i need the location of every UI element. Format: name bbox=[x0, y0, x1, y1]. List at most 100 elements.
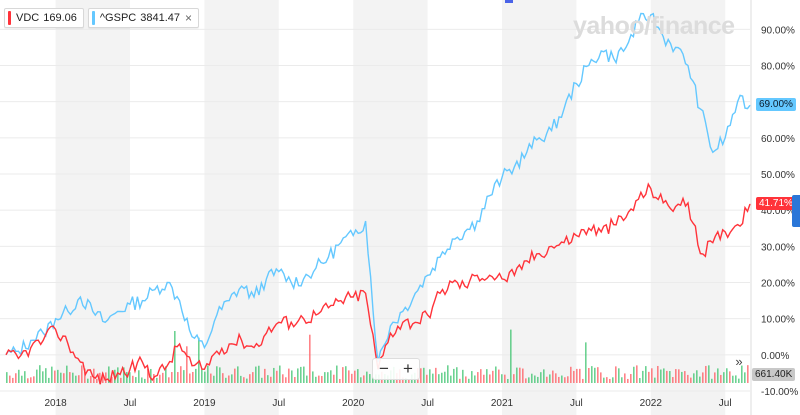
volume-bar bbox=[309, 334, 311, 383]
volume-bar bbox=[195, 368, 197, 383]
volume-bar bbox=[102, 372, 104, 383]
legend-symbol: ^GSPC bbox=[99, 12, 137, 24]
volume-bar bbox=[87, 378, 89, 383]
legend-chip-gspc[interactable]: ^GSPC 3841.47 × bbox=[87, 8, 200, 28]
y-tick-label: 80.00% bbox=[761, 61, 795, 72]
volume-bar bbox=[297, 368, 299, 383]
volume-bar bbox=[693, 373, 695, 383]
y-tick-label: 30.00% bbox=[761, 242, 795, 253]
volume-bar bbox=[93, 368, 95, 383]
volume-bar bbox=[366, 371, 368, 383]
volume-bar bbox=[168, 377, 170, 383]
volume-bar bbox=[57, 369, 59, 383]
volume-bar bbox=[720, 374, 722, 383]
volume-bar bbox=[90, 375, 92, 383]
y-tick-label: 0.00% bbox=[761, 351, 789, 362]
volume-bar bbox=[450, 375, 452, 383]
volume-bar bbox=[333, 374, 335, 383]
volume-bar bbox=[588, 367, 590, 383]
volume-bar bbox=[477, 372, 479, 383]
volume-bar bbox=[630, 374, 632, 383]
volume-bar bbox=[201, 369, 203, 383]
volume-bar bbox=[189, 373, 191, 383]
x-tick-label: 2020 bbox=[342, 398, 365, 409]
volume-bar bbox=[432, 373, 434, 383]
x-tick-label: 2019 bbox=[193, 398, 216, 409]
volume-bar bbox=[276, 370, 278, 383]
y-tick-label: 40.00% bbox=[761, 206, 795, 217]
volume-bar bbox=[285, 377, 287, 383]
volume-bar bbox=[63, 373, 65, 383]
volume-bar bbox=[522, 368, 524, 383]
volume-bar bbox=[120, 377, 122, 383]
zoom-out-button[interactable]: − bbox=[379, 359, 389, 378]
volume-bar bbox=[492, 370, 494, 383]
volume-bar bbox=[156, 377, 158, 383]
volume-bar bbox=[474, 375, 476, 383]
panel-handle[interactable] bbox=[792, 195, 800, 227]
volume-bar bbox=[96, 378, 98, 383]
volume-bar bbox=[666, 370, 668, 383]
volume-bar bbox=[351, 373, 353, 383]
volume-bar bbox=[555, 373, 557, 383]
volume-bar bbox=[246, 378, 248, 383]
volume-bar bbox=[642, 370, 644, 383]
volume-bar bbox=[192, 371, 194, 383]
volume-bar bbox=[81, 365, 83, 383]
volume-bar bbox=[429, 369, 431, 383]
volume-bar bbox=[486, 369, 488, 383]
volume-bar bbox=[315, 376, 317, 383]
volume-bar bbox=[354, 370, 356, 383]
volume-bar bbox=[513, 374, 515, 383]
volume-bar bbox=[675, 369, 677, 383]
volume-bar bbox=[363, 375, 365, 383]
volume-bar bbox=[255, 366, 257, 383]
volume-bar bbox=[726, 368, 728, 383]
volume-bar bbox=[495, 366, 497, 383]
close-icon[interactable]: × bbox=[185, 11, 193, 25]
volume-bar bbox=[249, 374, 251, 383]
x-tick-label: 2018 bbox=[44, 398, 67, 409]
volume-bar bbox=[303, 366, 305, 383]
legend-chip-vdc[interactable]: VDC 169.06 bbox=[4, 8, 84, 28]
expand-icon[interactable]: » bbox=[735, 354, 743, 369]
volume-bar bbox=[18, 369, 20, 383]
volume-bar bbox=[132, 375, 134, 383]
volume-bar bbox=[30, 377, 32, 383]
volume-bar bbox=[441, 372, 443, 383]
volume-bar bbox=[552, 370, 554, 383]
volume-bar bbox=[558, 376, 560, 383]
volume-bar bbox=[327, 372, 329, 383]
zoom-in-button[interactable]: + bbox=[403, 359, 413, 378]
volume-bar bbox=[435, 367, 437, 383]
volume-bar bbox=[561, 375, 563, 383]
volume-bar bbox=[729, 371, 731, 383]
shaded-band bbox=[55, 0, 130, 415]
vdc-swatch bbox=[8, 11, 11, 25]
volume-bar bbox=[648, 371, 650, 383]
volume-bar bbox=[72, 372, 74, 383]
volume-bar bbox=[78, 375, 80, 383]
volume-bar bbox=[123, 367, 125, 383]
volume-bar bbox=[696, 370, 698, 383]
volume-bar bbox=[402, 377, 404, 383]
volume-bar bbox=[453, 368, 455, 383]
volume-bar bbox=[258, 365, 260, 383]
x-tick-label: 2022 bbox=[640, 398, 663, 409]
volume-bar bbox=[105, 372, 107, 383]
volume-bar bbox=[444, 371, 446, 383]
volume-bar bbox=[708, 365, 710, 383]
volume-bar bbox=[627, 378, 629, 383]
volume-bar bbox=[171, 372, 173, 383]
volume-bar bbox=[204, 371, 206, 383]
volume-bar bbox=[606, 377, 608, 383]
volume-bar bbox=[324, 372, 326, 383]
volume-bar bbox=[339, 378, 341, 383]
volume-bar bbox=[129, 372, 131, 383]
volume-bar bbox=[633, 366, 635, 383]
volume-bar bbox=[678, 369, 680, 383]
volume-bar bbox=[468, 378, 470, 383]
volume-bar bbox=[711, 378, 713, 383]
volume-bar bbox=[735, 375, 737, 383]
